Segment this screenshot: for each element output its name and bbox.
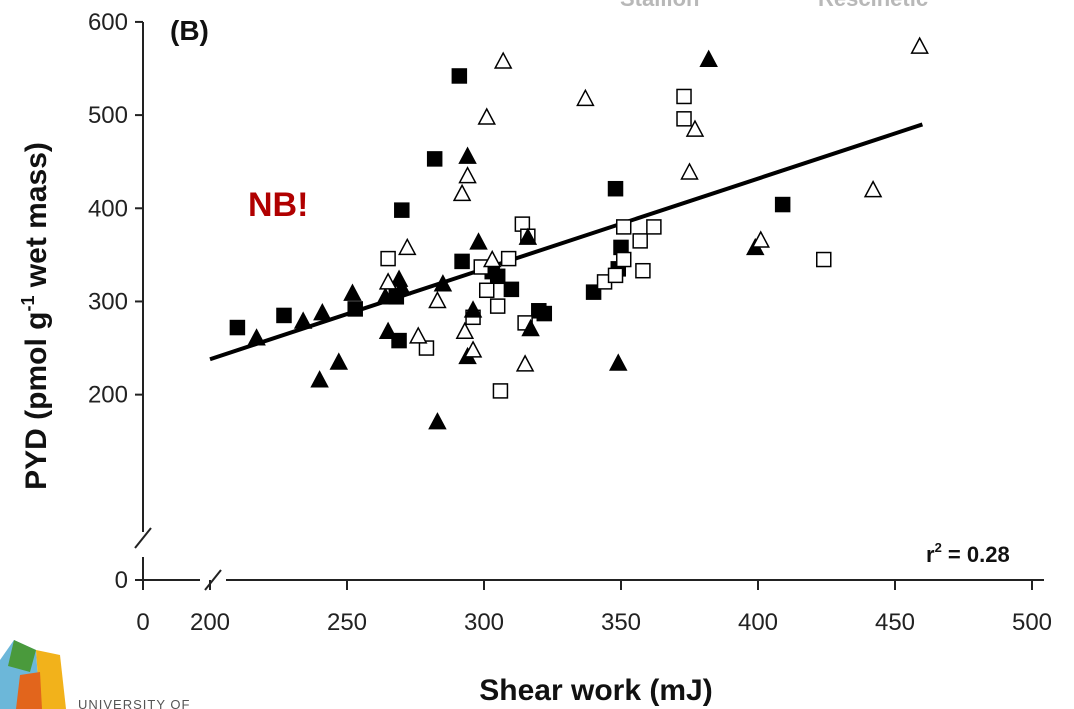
x-tick-label: 350 — [601, 609, 641, 636]
filled-triangle-point — [469, 232, 488, 250]
axis-break-marks — [134, 527, 222, 591]
filled-triangle-point — [428, 412, 447, 430]
filled-square-point — [536, 305, 553, 322]
filled-square-point — [426, 151, 443, 167]
filled-triangle-point — [518, 227, 538, 245]
open-triangle-point — [455, 321, 475, 340]
y-tick-label: 300 — [88, 288, 128, 315]
x-axis-label: Shear work (mJ) — [479, 674, 712, 707]
filled-triangle-point — [609, 353, 628, 371]
filled-square-point — [229, 319, 246, 336]
open-triangle-point — [576, 88, 595, 107]
y-tick-label: 400 — [88, 195, 128, 222]
open-triangle-point — [463, 340, 483, 358]
y-tick-label: 0 — [115, 567, 128, 594]
x-tick-label: 450 — [875, 609, 915, 636]
open-square-point — [492, 383, 509, 399]
filled-square-point — [276, 307, 292, 324]
y-axis-label-main: PYD (pmol g — [20, 312, 53, 490]
r-squared-r: r — [926, 542, 935, 567]
filled-triangle-point — [392, 277, 412, 296]
open-square-point — [676, 88, 692, 105]
open-triangle-point — [408, 326, 428, 344]
open-triangle-point — [680, 162, 699, 180]
r-squared-label: r2 = 0.28 — [926, 540, 1010, 567]
open-square-point — [635, 262, 651, 279]
filled-square-point — [774, 196, 791, 213]
open-square-point — [380, 250, 396, 267]
panel-label: (B) — [170, 15, 209, 46]
open-triangle-point — [378, 272, 398, 290]
filled-triangle-point — [247, 328, 266, 346]
y-ticks: 0200300400500600700 — [88, 9, 143, 594]
open-triangle-point — [482, 249, 502, 268]
legend-label-2: Rescinetic — [818, 0, 928, 11]
open-triangle-point — [428, 290, 447, 309]
filled-triangle-point — [521, 318, 540, 337]
trendline — [209, 122, 924, 362]
x-tick-label: 400 — [738, 609, 778, 636]
x-tick-label: 300 — [464, 609, 504, 636]
filled-square-point — [489, 268, 506, 285]
r-squared-sup: 2 — [935, 540, 942, 555]
open-square-point — [607, 267, 624, 284]
open-triangle-point — [863, 180, 883, 198]
filled-triangle-point — [378, 321, 398, 340]
x-tick-label: 250 — [327, 609, 367, 636]
y-tick-label: 200 — [88, 382, 128, 409]
open-square-point — [816, 251, 832, 268]
open-square-point — [676, 111, 692, 127]
filled-square-point — [347, 301, 363, 317]
nb-annotation: NB! — [248, 186, 308, 224]
open-square-point — [500, 250, 517, 267]
y-axis-label-sup: -1 — [18, 296, 38, 312]
open-square-point — [615, 251, 632, 268]
x-tick-label: 500 — [1012, 609, 1052, 636]
y-axis-label-tail: wet mass) — [20, 142, 53, 295]
x-tick-label: 200 — [190, 609, 230, 636]
filled-triangle-point — [376, 287, 395, 305]
y-tick-label: 600 — [88, 9, 128, 36]
filled-square-point — [503, 281, 520, 298]
filled-triangle-point — [343, 283, 362, 301]
university-logo: UNIVERSITY OF — [0, 640, 190, 709]
open-square-point — [478, 282, 495, 299]
open-triangle-point — [452, 183, 472, 202]
open-triangle-point — [685, 119, 705, 137]
filled-triangle-point — [310, 370, 329, 388]
open-square-point — [418, 340, 435, 356]
open-triangle-point — [398, 237, 417, 256]
open-triangle-point — [515, 354, 535, 372]
filled-square-point — [454, 253, 470, 270]
filled-triangle-point — [463, 300, 483, 318]
open-triangle-point — [751, 230, 770, 248]
filled-square-point — [607, 180, 624, 197]
open-square-point — [646, 219, 662, 235]
filled-triangle-point — [313, 303, 332, 321]
r-squared-value: = 0.28 — [942, 542, 1010, 567]
filled-square-point — [394, 202, 410, 218]
open-triangle-point — [458, 166, 477, 184]
y-tick-label: 500 — [88, 102, 128, 129]
x-tick-label: 0 — [136, 609, 149, 636]
filled-triangle-point — [433, 274, 453, 292]
open-triangle-point — [493, 51, 513, 69]
open-triangle-point — [477, 107, 496, 125]
filled-triangle-point — [699, 49, 718, 67]
open-square-point — [489, 298, 506, 314]
filled-triangle-point — [293, 311, 313, 329]
open-square-point — [632, 233, 648, 249]
data-points — [229, 36, 929, 430]
filled-triangle-point — [458, 146, 477, 164]
filled-triangle-point — [329, 352, 349, 370]
open-square-point — [615, 219, 632, 235]
legend-label-1: Stallion — [620, 0, 699, 11]
filled-square-point — [451, 68, 468, 84]
y-axis-label: PYD (pmol g-1 wet mass) — [18, 142, 53, 490]
logo-text: UNIVERSITY OF — [78, 697, 190, 709]
x-ticks: 0 200 250 300 350 400 450 500 — [136, 580, 1052, 636]
open-triangle-point — [910, 36, 929, 54]
